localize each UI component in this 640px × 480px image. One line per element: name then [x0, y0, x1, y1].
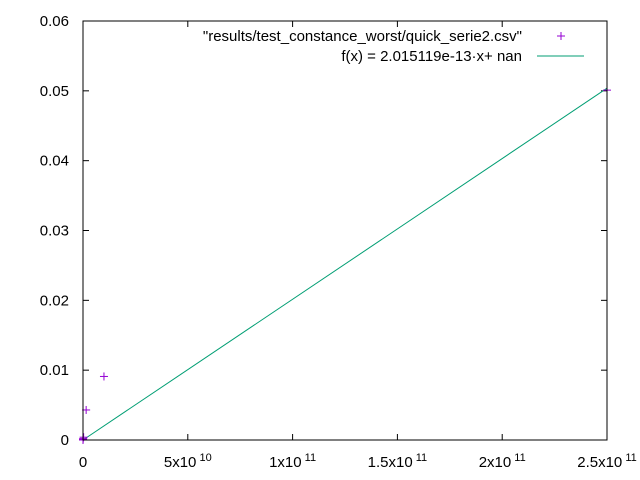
y-tick-label: 0.05 [40, 83, 69, 100]
x-tick-label: 2.5x10 11 [577, 452, 637, 471]
legend-plus-marker [557, 32, 565, 40]
y-tick-label: 0.04 [40, 153, 69, 170]
fit-line-layer [82, 87, 608, 441]
y-tick-label: 0 [61, 432, 69, 449]
x-tick-label: 1.5x10 11 [368, 452, 428, 471]
legend-marker-data [557, 32, 565, 40]
legend-label-data: "results/test_constance_worst/quick_seri… [203, 28, 522, 45]
y-tick-label: 0.01 [40, 362, 69, 379]
legend: "results/test_constance_worst/quick_seri… [203, 28, 584, 65]
y-tick-label: 0.06 [40, 13, 69, 30]
data-point [99, 372, 108, 381]
plot-border [82, 20, 608, 441]
x-tick-label: 0 [79, 454, 87, 471]
y-tick-label: 0.03 [40, 223, 69, 240]
fit-line [82, 87, 608, 441]
legend-label-fit: f(x) = 2.015119e-13·x+ nan [341, 48, 522, 65]
y-tick-label: 0.02 [40, 292, 69, 309]
